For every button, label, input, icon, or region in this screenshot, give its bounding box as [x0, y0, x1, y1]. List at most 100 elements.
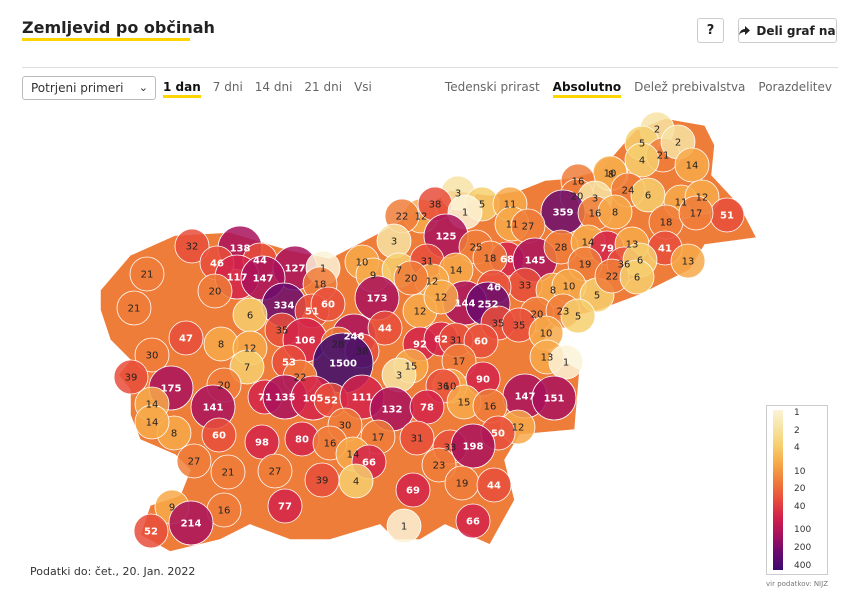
municipality-region[interactable]	[619, 259, 655, 295]
municipality-region[interactable]	[133, 513, 169, 549]
municipality-value-label: 359	[553, 208, 574, 219]
municipality-value-label: 52	[144, 527, 158, 538]
municipality-value-label: 8	[612, 208, 618, 219]
municipality-value-label: 5	[479, 200, 485, 211]
municipality-value-label: 28	[332, 340, 345, 351]
tab-period-14-dni[interactable]: 14 dni	[254, 80, 293, 94]
color-legend: 1 2 4 10 20 40 100 200 400	[766, 405, 828, 575]
municipality-value-label: 214	[181, 519, 202, 530]
municipality-value-label: 25	[470, 243, 483, 254]
tab-period-7-dni[interactable]: 7 dni	[212, 80, 243, 94]
tab-mode-absolutno[interactable]: Absolutno	[552, 80, 622, 98]
municipality-region[interactable]	[201, 417, 237, 453]
municipality-region[interactable]	[630, 177, 666, 213]
legend-tick-label: 40	[794, 502, 806, 512]
municipality-value-label: 21	[141, 270, 154, 281]
municipality-region[interactable]	[210, 454, 246, 490]
share-button[interactable]: Deli graf na	[738, 18, 837, 43]
municipality-region[interactable]	[560, 298, 596, 334]
municipality-region[interactable]	[367, 310, 403, 346]
municipality-value-label: 14	[450, 266, 463, 277]
municipality-region[interactable]	[531, 375, 577, 421]
municipality-region[interactable]	[455, 503, 491, 539]
municipality-value-label: 1	[462, 208, 468, 219]
municipality-value-label: 14	[146, 400, 159, 411]
data-source-note: vir podatkov: NIJZ	[766, 580, 828, 588]
municipality-region[interactable]	[257, 453, 293, 489]
tab-mode-porazdelitev[interactable]: Porazdelitev	[758, 80, 832, 94]
municipality-region[interactable]	[670, 243, 706, 279]
municipality-value-label: 12	[244, 344, 257, 355]
municipality-value-label: 71	[258, 393, 272, 404]
municipality-region[interactable]	[423, 279, 459, 315]
municipality-region[interactable]	[386, 508, 422, 544]
metric-select[interactable]: Potrjeni primeri ⌄	[22, 76, 156, 100]
help-button[interactable]: ?	[697, 18, 724, 43]
municipality-value-label: 77	[278, 502, 292, 513]
municipality-region[interactable]	[116, 290, 152, 326]
municipality-value-label: 141	[203, 403, 224, 414]
municipality-region[interactable]	[129, 256, 165, 292]
municipality-region[interactable]	[597, 194, 633, 230]
municipality-value-label: 35	[276, 326, 289, 337]
tab-mode-tedenski-prirast[interactable]: Tedenski prirast	[444, 80, 540, 94]
municipality-region[interactable]	[310, 286, 346, 322]
municipality-value-label: 10	[356, 258, 369, 269]
share-label: Deli graf na	[756, 23, 836, 38]
municipality-value-label: 11	[506, 220, 519, 231]
municipality-value-label: 46	[210, 259, 224, 270]
municipality-region[interactable]	[476, 467, 512, 503]
municipality-region[interactable]	[450, 423, 496, 469]
legend-tick-label: 400	[794, 561, 812, 571]
municipality-value-label: 13	[626, 240, 639, 251]
municipality-region[interactable]	[395, 472, 431, 508]
legend-tick-label: 2	[794, 426, 800, 436]
municipality-value-label: 28	[555, 243, 568, 254]
municipality-region[interactable]	[197, 273, 233, 309]
municipality-region[interactable]	[134, 404, 170, 440]
municipality-value-label: 3	[455, 189, 461, 200]
municipality-value-label: 21	[222, 468, 235, 479]
municipality-region[interactable]	[678, 195, 714, 231]
municipality-region[interactable]	[176, 443, 212, 479]
municipality-region[interactable]	[134, 337, 170, 373]
municipality-region[interactable]	[624, 142, 660, 178]
municipality-value-label: 106	[295, 336, 316, 347]
municipality-value-label: 1500	[329, 359, 357, 370]
municipality-region[interactable]	[548, 344, 584, 380]
municipality-value-label: 132	[382, 405, 403, 416]
municipality-value-label: 10	[444, 382, 457, 393]
municipality-region[interactable]	[174, 228, 210, 264]
municipality-region[interactable]	[168, 320, 204, 356]
municipality-value-label: 17	[453, 357, 466, 368]
municipality-value-label: 31	[421, 257, 434, 268]
municipality-value-label: 14	[146, 418, 159, 429]
municipality-region[interactable]	[674, 147, 710, 183]
municipality-value-label: 2	[654, 125, 660, 136]
municipality-value-label: 151	[544, 394, 565, 405]
municipality-value-label: 19	[456, 479, 469, 490]
chevron-down-icon: ⌄	[138, 81, 148, 94]
tab-period-vsi[interactable]: Vsi	[354, 80, 372, 94]
municipality-region[interactable]	[244, 424, 280, 460]
municipality-value-label: 66	[466, 517, 480, 528]
municipality-region[interactable]	[267, 488, 303, 524]
municipality-value-label: 8	[218, 340, 224, 351]
municipality-value-label: 4	[639, 156, 645, 167]
municipality-region[interactable]	[113, 359, 149, 395]
tab-mode-delez-prebivalstva[interactable]: Delež prebivalstva	[634, 80, 746, 94]
municipality-region[interactable]	[463, 323, 499, 359]
municipality-value-label: 51	[305, 307, 319, 318]
municipality-region[interactable]	[399, 420, 435, 456]
municipality-value-label: 7	[396, 266, 402, 277]
tab-period-21-dni[interactable]: 21 dni	[304, 80, 343, 94]
municipality-region[interactable]	[393, 260, 429, 296]
tab-period-1-dan[interactable]: 1 dan	[163, 80, 201, 98]
title-underline	[22, 38, 190, 41]
mode-tabs: Tedenski prirast Absolutno Delež prebiva…	[445, 80, 832, 98]
municipality-region[interactable]	[168, 500, 214, 546]
municipality-value-label: 12	[435, 293, 448, 304]
municipality-region[interactable]	[338, 463, 374, 499]
municipality-value-label: 69	[406, 486, 420, 497]
